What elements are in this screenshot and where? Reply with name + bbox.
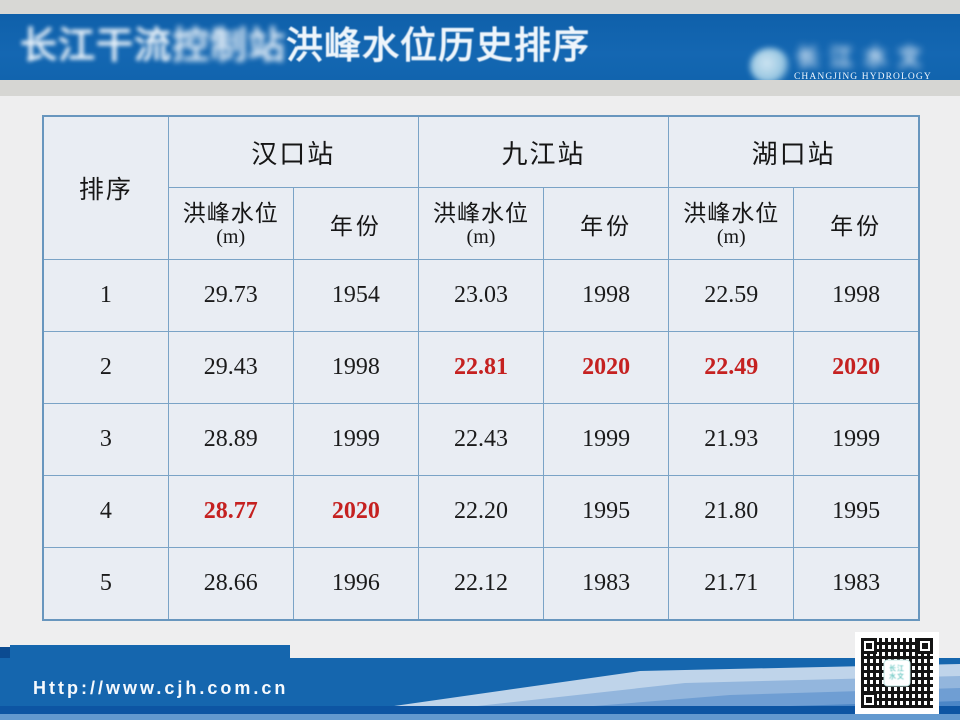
year-header-cell: 年份 bbox=[793, 187, 920, 260]
value-cell: 1983 bbox=[793, 547, 920, 621]
value-cell: 1998 bbox=[793, 259, 920, 332]
year-header-label: 年份 bbox=[830, 212, 883, 239]
flood-peak-ranking-table: 排序 汉口站 九江站 湖口站 洪峰水位 (m) 年份 洪峰水位 (m) 年份 bbox=[42, 115, 920, 621]
qr-code: 长江 水文 bbox=[855, 632, 939, 714]
rank-cell: 2 bbox=[42, 331, 169, 404]
value-cell: 1996 bbox=[292, 547, 419, 621]
footer-bottom-strip-dark bbox=[0, 706, 960, 714]
level-header-label: 洪峰水位 bbox=[182, 199, 279, 226]
value-cell: 22.59 bbox=[668, 259, 795, 332]
value-cell: 22.20 bbox=[417, 475, 545, 548]
station-header-hukou: 湖口站 bbox=[668, 115, 920, 188]
station-header-hankou: 汉口站 bbox=[167, 115, 419, 188]
sub-header-row: 洪峰水位 (m) 年份 洪峰水位 (m) 年份 洪峰水位 (m) bbox=[43, 187, 920, 260]
level-unit-label: (m) bbox=[466, 225, 496, 248]
rank-header-cell: 排序 bbox=[42, 115, 169, 260]
footer-bottom-strip-light bbox=[0, 714, 960, 720]
rank-cell: 4 bbox=[42, 475, 169, 548]
table-row-2: 2 29.43 1998 22.81 2020 22.49 2020 bbox=[42, 331, 920, 404]
logo-mark-icon bbox=[750, 48, 790, 84]
table-row-4: 4 28.77 2020 22.20 1995 21.80 1995 bbox=[42, 475, 920, 548]
qr-finder-icon bbox=[917, 638, 933, 654]
value-cell: 1999 bbox=[292, 403, 419, 476]
level-header-label: 洪峰水位 bbox=[432, 199, 529, 226]
value-cell: 1998 bbox=[543, 259, 670, 332]
rank-cell: 3 bbox=[42, 403, 169, 476]
value-cell: 1999 bbox=[543, 403, 670, 476]
qr-center-logo: 长江 水文 bbox=[883, 659, 911, 687]
value-cell: 22.12 bbox=[417, 547, 545, 621]
value-cell: 1995 bbox=[793, 475, 920, 548]
title-underline-strip bbox=[0, 80, 960, 96]
value-cell: 22.43 bbox=[417, 403, 545, 476]
qr-logo-line2: 水文 bbox=[889, 673, 905, 680]
rank-cell: 1 bbox=[42, 259, 169, 332]
table-row-5: 5 28.66 1996 22.12 1983 21.71 1983 bbox=[42, 547, 920, 621]
slide-title-part2: 控制站 bbox=[172, 26, 286, 67]
value-cell: 1954 bbox=[292, 259, 419, 332]
value-cell: 23.03 bbox=[417, 259, 545, 332]
level-header-cell: 洪峰水位 (m) bbox=[167, 187, 294, 260]
changjiang-hydrology-logo: 长江水文 CHANGJING HYDROLOGY bbox=[750, 32, 932, 90]
logo-chinese-text: 长江水文 bbox=[796, 44, 932, 70]
year-header-cell: 年份 bbox=[292, 187, 419, 260]
value-cell: 2020 bbox=[543, 331, 670, 404]
qr-finder-icon bbox=[861, 638, 877, 654]
table-row-1: 1 29.73 1954 23.03 1998 22.59 1998 bbox=[42, 259, 920, 332]
value-cell: 1995 bbox=[543, 475, 670, 548]
year-header-cell: 年份 bbox=[543, 187, 670, 260]
qr-logo-line1: 长江 bbox=[889, 665, 905, 672]
value-cell: 22.49 bbox=[668, 331, 795, 404]
value-cell: 1998 bbox=[292, 331, 419, 404]
level-header-label: 洪峰水位 bbox=[683, 199, 780, 226]
table-row-3: 3 28.89 1999 22.43 1999 21.93 1999 bbox=[42, 403, 920, 476]
value-cell: 22.81 bbox=[417, 331, 545, 404]
slide-title: 长江干流控制站洪峰水位历史排序 bbox=[20, 14, 590, 80]
year-header-label: 年份 bbox=[580, 212, 633, 239]
level-header-cell: 洪峰水位 (m) bbox=[668, 187, 795, 260]
slide-title-part1: 长江干流 bbox=[20, 26, 172, 67]
year-header-label: 年份 bbox=[329, 212, 382, 239]
website-url: Http://www.cjh.com.cn bbox=[33, 678, 289, 698]
value-cell: 29.43 bbox=[167, 331, 294, 404]
rank-cell: 5 bbox=[42, 547, 169, 621]
value-cell: 1999 bbox=[793, 403, 920, 476]
footer-raised-tab bbox=[10, 645, 290, 658]
value-cell: 28.66 bbox=[167, 547, 294, 621]
logo-english-text: CHANGJING HYDROLOGY bbox=[794, 72, 932, 82]
level-header-cell: 洪峰水位 (m) bbox=[417, 187, 545, 260]
title-bar: 长江干流控制站洪峰水位历史排序 长江水文 CHANGJING HYDROLOGY bbox=[0, 14, 960, 84]
qr-finder-icon bbox=[861, 692, 877, 708]
value-cell: 29.73 bbox=[167, 259, 294, 332]
value-cell: 21.93 bbox=[668, 403, 795, 476]
level-unit-label: (m) bbox=[716, 225, 746, 248]
station-header-jiujiang: 九江站 bbox=[417, 115, 670, 188]
value-cell: 21.80 bbox=[668, 475, 795, 548]
value-cell: 2020 bbox=[793, 331, 920, 404]
value-cell: 21.71 bbox=[668, 547, 795, 621]
value-cell: 28.77 bbox=[167, 475, 294, 548]
station-header-row: 排序 汉口站 九江站 湖口站 bbox=[42, 115, 920, 260]
footer-banner: Http://www.cjh.com.cn bbox=[0, 645, 960, 720]
slide-title-part3: 洪峰水位历史排序 bbox=[286, 26, 590, 67]
level-unit-label: (m) bbox=[216, 225, 246, 248]
value-cell: 2020 bbox=[292, 475, 419, 548]
value-cell: 28.89 bbox=[167, 403, 294, 476]
footer-left-accent bbox=[0, 647, 10, 658]
value-cell: 1983 bbox=[543, 547, 670, 621]
top-gray-strip bbox=[0, 0, 960, 14]
